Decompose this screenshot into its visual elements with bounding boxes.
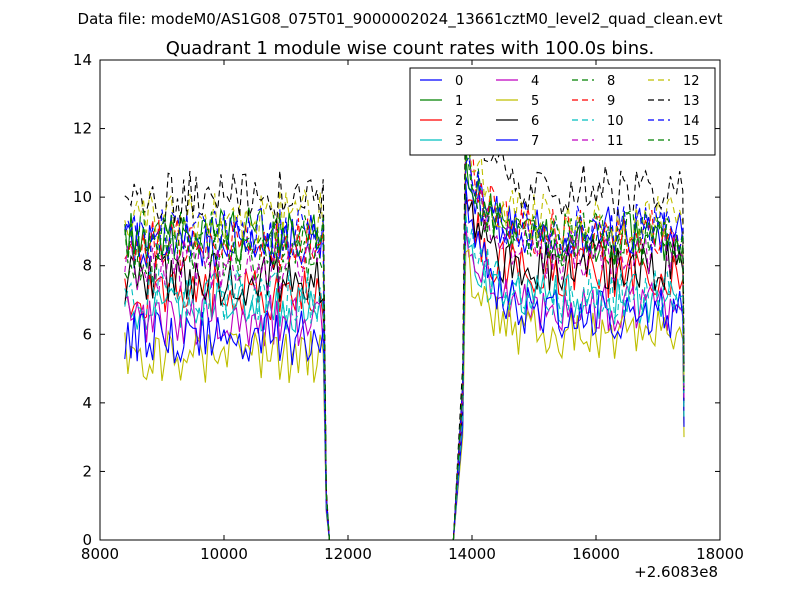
- y-tick-label: 12: [73, 120, 92, 138]
- series-line-4: [124, 224, 685, 540]
- x-tick-label: 14000: [448, 545, 496, 563]
- y-tick-label: 2: [82, 462, 92, 480]
- legend-label: 0: [455, 74, 463, 89]
- series-line-15: [124, 152, 685, 540]
- legend-box: [409, 67, 716, 156]
- y-tick-label: 0: [82, 531, 92, 549]
- y-tick-label: 10: [73, 188, 92, 206]
- series-line-8: [124, 144, 685, 540]
- legend-label: 5: [531, 94, 539, 109]
- y-tick-label: 14: [73, 51, 92, 69]
- legend-label: 4: [531, 74, 539, 89]
- legend-label: 7: [531, 134, 539, 149]
- plot-frame: [99, 59, 721, 541]
- legend-label: 11: [607, 134, 624, 149]
- legend-label: 9: [607, 94, 615, 109]
- legend-label: 1: [455, 94, 463, 109]
- legend-label: 8: [607, 74, 615, 89]
- series-line-7: [124, 183, 685, 540]
- y-tick-label: 6: [82, 325, 92, 343]
- x-tick-label: 8000: [81, 545, 119, 563]
- legend-label: 12: [683, 74, 700, 89]
- legend-label: 15: [683, 134, 700, 149]
- chart-title: Quadrant 1 module wise count rates with …: [166, 38, 655, 59]
- legend-label: 3: [455, 134, 463, 149]
- x-tick-label: 16000: [572, 545, 620, 563]
- x-tick-label: 10000: [200, 545, 248, 563]
- legend-label: 13: [683, 94, 700, 109]
- x-offset-label: +2.6083e8: [634, 563, 718, 581]
- y-tick-label: 8: [82, 257, 92, 275]
- series-line-13: [124, 80, 685, 540]
- legend-label: 10: [607, 114, 624, 129]
- legend-label: 2: [455, 114, 463, 129]
- series-line-10: [124, 214, 685, 540]
- y-tick-label: 4: [82, 394, 92, 412]
- chart-suptitle: Data file: modeM0/AS1G08_075T01_90000020…: [78, 10, 723, 29]
- x-tick-label: 18000: [696, 545, 744, 563]
- legend-label: 14: [683, 114, 700, 129]
- x-tick-label: 12000: [324, 545, 372, 563]
- legend-label: 6: [531, 114, 539, 129]
